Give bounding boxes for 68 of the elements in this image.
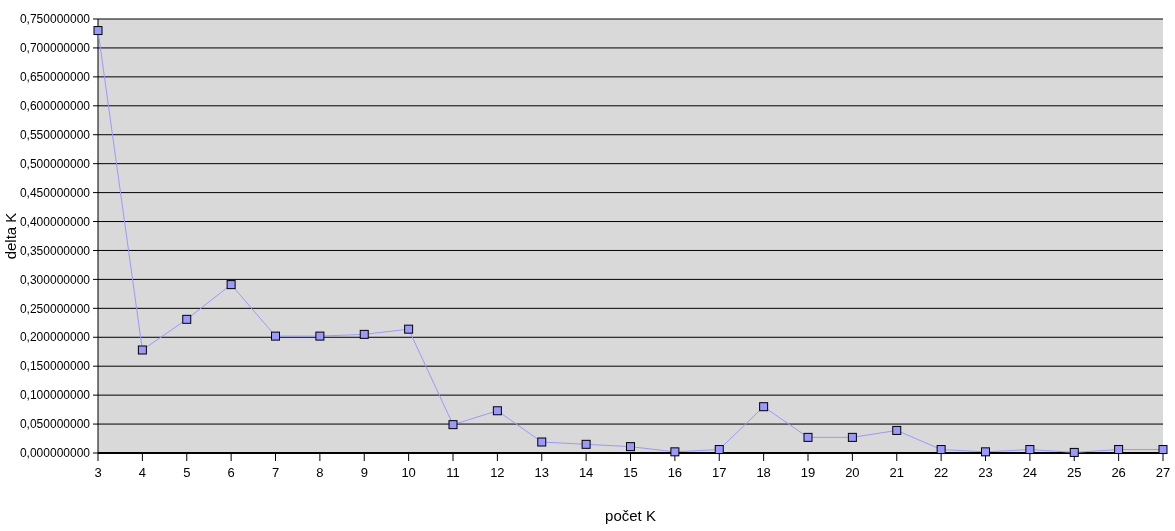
x-tick-label: 18 (756, 465, 771, 480)
point (981, 447, 990, 457)
x-tick-label: 12 (490, 465, 505, 480)
y-tick-label: 0,600000000 (19, 99, 91, 113)
x-tick-label: 19 (800, 465, 816, 480)
point (492, 406, 502, 416)
y-tick-label: 0,700000000 (19, 41, 91, 56)
y-tick-label: 0,500000000 (19, 156, 91, 171)
x-tick-label: 24 (1022, 465, 1038, 480)
point (359, 329, 369, 339)
x-tick-label: 20 (845, 465, 860, 480)
point (626, 442, 635, 452)
y-axis-title: delta K (2, 212, 19, 260)
y-tick-label: 0,300000000 (19, 272, 91, 287)
point (759, 402, 769, 412)
y-tick-label: 0,400000000 (19, 214, 91, 229)
point (1114, 445, 1124, 455)
x-tick-label: 7 (271, 465, 280, 480)
point (581, 439, 591, 449)
x-tick-label: 27 (1155, 465, 1171, 480)
point (803, 432, 813, 442)
point (448, 420, 458, 430)
y-tick-label: 0,100000000 (19, 388, 91, 403)
y-tick-label: 0,000000000 (19, 446, 91, 461)
x-tick-label: 25 (1067, 465, 1082, 480)
point (182, 314, 192, 324)
point (271, 331, 280, 341)
x-tick-label: 14 (578, 465, 594, 480)
x-tick-label: 22 (933, 465, 949, 480)
x-tick-label: 3 (94, 465, 102, 480)
x-tick-label: 21 (889, 465, 904, 480)
x-tick-label: 11 (446, 465, 460, 480)
x-tick-label: 5 (183, 465, 191, 480)
x-tick-label: 26 (1111, 465, 1126, 480)
y-tick-label: 0,450000000 (19, 185, 91, 200)
x-axis-title: počet K (605, 507, 656, 524)
x-tick-label: 6 (227, 465, 235, 480)
point (315, 331, 325, 341)
x-tick-label: 13 (534, 465, 549, 480)
x-tick-label: 9 (360, 465, 368, 480)
y-tick-label: 0,150000000 (19, 359, 91, 374)
point (1158, 445, 1168, 455)
y-tick-label: 0,050000000 (19, 417, 91, 432)
point (93, 26, 103, 36)
point (137, 345, 147, 355)
y-tick-label: 0,350000000 (19, 243, 91, 258)
y-tick-label: 0,550000000 (19, 127, 91, 142)
y-tick-label: 0,250000000 (19, 301, 91, 316)
x-tick-label: 15 (623, 465, 638, 480)
point (936, 445, 946, 455)
y-tick-label: 0,650000000 (19, 70, 91, 85)
x-tick-label: 4 (138, 465, 146, 480)
x-tick-label: 23 (978, 465, 993, 480)
x-tick-label: 17 (712, 465, 727, 480)
point (892, 425, 902, 435)
x-tick-label: 16 (667, 465, 683, 480)
point (404, 324, 414, 334)
point (1069, 447, 1079, 457)
point (226, 280, 236, 290)
x-tick-label: 10 (401, 465, 416, 480)
point (537, 437, 547, 447)
point (714, 445, 724, 455)
x-tick-label: 8 (316, 465, 324, 480)
point (670, 447, 680, 457)
point (1025, 445, 1035, 455)
y-tick-label: 0,200000000 (19, 330, 91, 345)
point (847, 432, 857, 442)
y-tick-label: 0,750000000 (19, 12, 91, 27)
